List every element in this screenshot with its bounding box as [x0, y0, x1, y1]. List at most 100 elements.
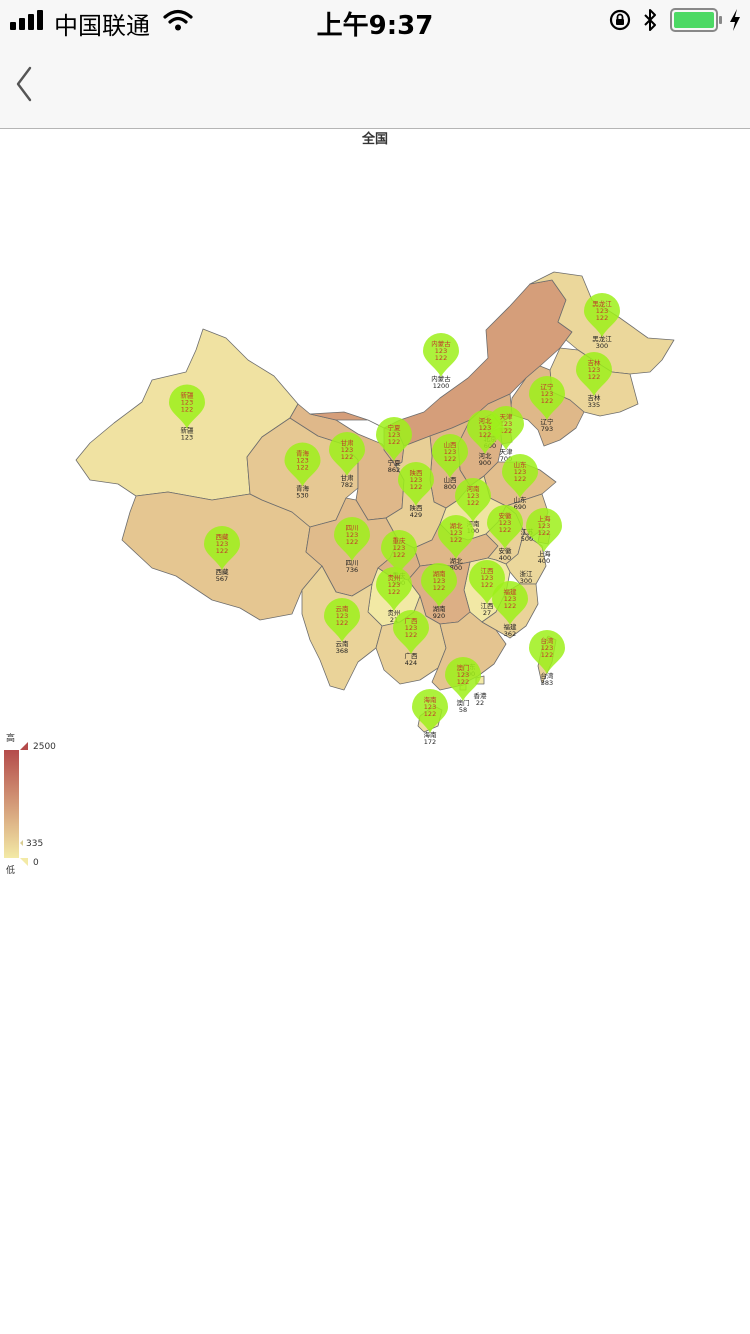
region-value-label: 567	[216, 575, 228, 583]
map-pin-label: 河南	[467, 484, 481, 493]
map-pin-icon	[393, 610, 429, 654]
region-name-label: 浙江	[520, 569, 534, 578]
visual-map-handle-text: 335	[26, 839, 43, 849]
map-pin-icon	[529, 376, 565, 420]
region-name-label: 云南	[336, 639, 350, 648]
map-pin-label: 123	[388, 581, 400, 589]
map-pin-label: 123	[467, 492, 479, 500]
map-pin-label: 辽宁	[541, 382, 555, 391]
back-button[interactable]	[10, 60, 44, 108]
wifi-icon	[163, 9, 193, 31]
map-pin-label: 122	[457, 678, 469, 686]
region-name-label: 上海	[538, 549, 552, 558]
map-pin-label: 123	[410, 476, 422, 484]
map-pin-label: 安徽	[499, 511, 513, 520]
map-pin-label: 123	[424, 703, 436, 711]
map-pin-label: 123	[444, 448, 456, 456]
region-value-label: 368	[336, 647, 348, 655]
map-title: 全国	[361, 131, 388, 147]
region-value-label: 27	[483, 609, 491, 617]
region-name-label: 天津	[500, 448, 514, 456]
map-pin-label: 山东	[514, 460, 528, 469]
region-name-label: 山东	[514, 495, 528, 504]
region-value-label: 300	[520, 577, 532, 585]
region-value-label: 736	[346, 566, 358, 574]
map-pin-label: 西藏	[216, 532, 230, 541]
map-pin-label: 123	[499, 519, 511, 527]
map-pin-label: 123	[596, 307, 608, 315]
region-value-label: 500	[521, 535, 533, 543]
map-pin-label: 123	[393, 544, 405, 552]
map-pin-label: 山西	[444, 440, 458, 449]
region-name-label: 海南	[424, 730, 438, 739]
map-pin-label: 123	[336, 612, 348, 620]
map-pin-icon	[376, 417, 412, 461]
map-pin-icon	[324, 598, 360, 642]
region-name-label: 江西	[481, 602, 495, 610]
map-pin-icon	[376, 567, 412, 611]
map-pin-label: 123	[296, 457, 308, 465]
region-value-label: 920	[433, 612, 445, 620]
region-name-label: 河北	[479, 452, 493, 460]
visual-map-top-handle[interactable]	[20, 742, 28, 750]
map-pin-label: 123	[216, 540, 228, 548]
map-pin-label: 122	[388, 588, 400, 596]
map-pin-icon	[487, 505, 523, 549]
region-value-label: 530	[296, 492, 308, 500]
region-value-label: 400	[499, 554, 511, 562]
region-name-label: 陕西	[410, 503, 424, 512]
region-value-label: 172	[424, 738, 436, 746]
map-pin-label: 123	[500, 420, 512, 428]
map-pin-label: 123	[541, 644, 553, 652]
region-name-label: 宁夏	[388, 458, 402, 467]
map-pin-label: 122	[393, 551, 405, 559]
marker-layer: 新疆123122西藏123122青海123122甘肃123122宁夏123122…	[169, 293, 620, 733]
map-pin-icon	[469, 560, 505, 604]
map-pin-icon	[526, 508, 562, 552]
region-name-label: 台湾	[541, 671, 555, 680]
map-pin-label: 天津	[500, 413, 514, 421]
region-name-label: 湖北	[450, 556, 464, 565]
region-name-label: 黑龙江	[592, 334, 612, 343]
region-name-label: 安徽	[499, 546, 513, 555]
map-pin-label: 122	[216, 547, 228, 555]
map-pin-icon	[421, 563, 457, 607]
region-name-label: 甘肃	[341, 473, 355, 482]
visual-map-bottom-handle[interactable]	[20, 858, 28, 866]
region-value-label: 800	[444, 483, 456, 491]
region-name-label: 四川	[346, 559, 359, 567]
visual-map-bar[interactable]	[4, 750, 19, 858]
region-value-label: 424	[405, 659, 417, 667]
visual-map-mid-handle[interactable]	[20, 840, 23, 846]
map-pin-label: 122	[388, 438, 400, 446]
